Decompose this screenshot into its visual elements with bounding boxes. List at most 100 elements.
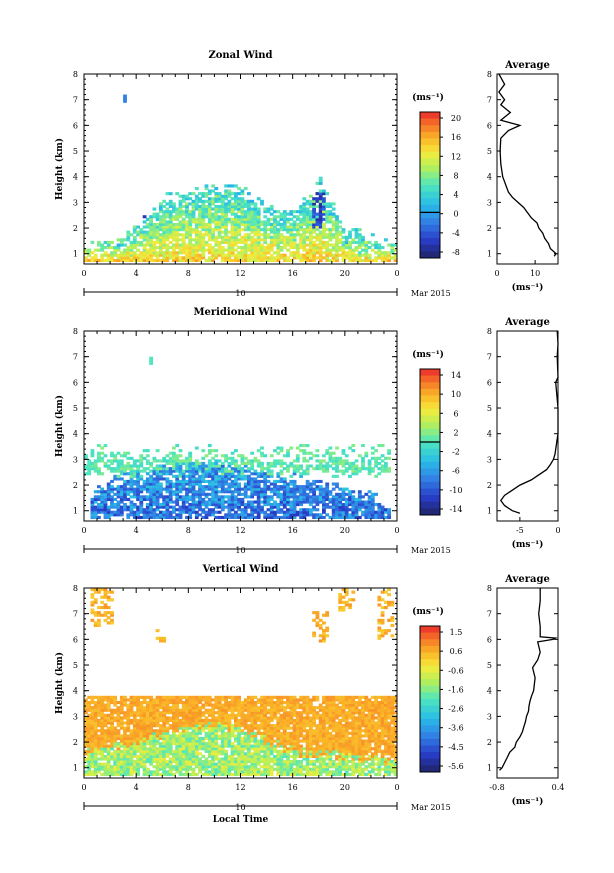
heatmap-cell — [260, 256, 264, 260]
heatmap-cell — [155, 492, 160, 496]
heatmap-cell — [168, 500, 173, 504]
heatmap-cell — [100, 492, 105, 496]
heatmap-cell — [172, 508, 176, 512]
heatmap-cell — [129, 467, 134, 471]
heatmap-cell — [240, 742, 245, 746]
heatmap-cell — [139, 744, 144, 748]
heatmap-cell — [139, 508, 144, 512]
heatmap-cell — [217, 222, 222, 226]
heatmap-cell — [90, 497, 95, 501]
heatmap-cell — [113, 734, 118, 738]
heatmap-cell — [201, 477, 206, 481]
heatmap-cell — [126, 258, 131, 262]
heatmap-cell — [145, 230, 150, 234]
heatmap-cell — [178, 757, 183, 761]
colorbar-tick-label: 12 — [451, 152, 461, 161]
heatmap-cell — [152, 246, 157, 250]
heatmap-cell — [136, 459, 140, 463]
heatmap-cell — [106, 606, 111, 610]
heatmap-cell — [97, 590, 101, 594]
heatmap-cell — [84, 256, 88, 260]
heatmap-cell — [188, 490, 193, 494]
colorbar-segment — [420, 375, 440, 383]
heatmap-cell — [276, 238, 281, 242]
heatmap-cell — [162, 754, 167, 758]
heatmap-cell — [344, 513, 349, 517]
heatmap-cell — [93, 729, 98, 733]
heatmap-cell — [149, 230, 153, 234]
heatmap-cell — [250, 246, 255, 250]
heatmap-cell — [175, 747, 180, 751]
heatmap-cell — [230, 243, 235, 247]
heatmap-cell — [136, 490, 140, 494]
heatmap-cell — [309, 256, 313, 260]
heatmap-cell — [302, 248, 307, 252]
heatmap-cell — [253, 238, 258, 242]
heatmap-cell — [178, 495, 183, 499]
heatmap-cell — [367, 253, 372, 257]
heatmap-cell — [234, 238, 238, 242]
heatmap-cell — [142, 726, 147, 730]
heatmap-cell — [367, 505, 372, 509]
heatmap-cell — [110, 767, 114, 771]
heatmap-cell — [168, 734, 173, 738]
heatmap-cell — [250, 757, 255, 761]
heatmap-cell — [165, 515, 170, 519]
heatmap-cell — [211, 251, 215, 255]
heatmap-cell — [351, 238, 356, 242]
heatmap-cell — [110, 500, 114, 504]
heatmap-cell — [194, 469, 199, 473]
heatmap-cell — [220, 765, 225, 769]
heatmap-cell — [237, 220, 241, 224]
heatmap-cell — [299, 513, 303, 517]
heatmap-cell — [211, 228, 215, 232]
heatmap-cell — [126, 472, 131, 476]
heatmap-cell — [191, 477, 196, 481]
heatmap-cell — [110, 765, 114, 769]
heatmap-cell — [87, 744, 92, 748]
heatmap-cell — [204, 192, 209, 196]
heatmap-cell — [260, 479, 264, 483]
heatmap-cell — [240, 762, 245, 766]
heatmap-cell — [250, 482, 255, 486]
heatmap-cell — [84, 706, 88, 710]
heatmap-cell — [377, 467, 382, 471]
heatmap-cell — [123, 731, 127, 735]
heatmap-cell — [181, 228, 186, 232]
heatmap-cell — [374, 449, 378, 453]
heatmap-cell — [214, 752, 219, 756]
heatmap-cell — [119, 716, 124, 720]
heatmap-cell — [172, 749, 176, 753]
heatmap-cell — [162, 513, 167, 517]
heatmap-cell — [237, 228, 241, 232]
heatmap-cell — [207, 238, 212, 242]
heatmap-cell — [142, 230, 147, 234]
heatmap-cell — [188, 235, 193, 239]
heatmap-cell — [162, 701, 167, 705]
heatmap-cell — [155, 464, 160, 468]
heatmap-cell — [123, 765, 127, 769]
heatmap-cell — [302, 202, 307, 206]
heatmap-cell — [220, 474, 225, 478]
heatmap-cell — [149, 701, 153, 705]
heatmap-cell — [136, 225, 140, 229]
heatmap-cell — [207, 217, 212, 221]
heatmap-cell — [87, 467, 92, 471]
heatmap-cell — [273, 492, 277, 496]
heatmap-cell — [217, 716, 222, 720]
heatmap-cell — [237, 703, 241, 707]
heatmap-cell — [292, 492, 297, 496]
heatmap-cell — [119, 726, 124, 730]
heatmap-cell — [113, 467, 118, 471]
heatmap-cell — [299, 220, 303, 224]
heatmap-cell — [299, 510, 303, 514]
heatmap-cell — [220, 718, 225, 722]
heatmap-cell — [188, 485, 193, 489]
heatmap-cell — [194, 515, 199, 519]
heatmap-cell — [390, 256, 395, 260]
heatmap-cell — [367, 503, 372, 507]
heatmap-cell — [100, 503, 105, 507]
heatmap-cell — [282, 467, 287, 471]
heatmap-cell — [279, 500, 284, 504]
heatmap-cell — [312, 222, 316, 226]
